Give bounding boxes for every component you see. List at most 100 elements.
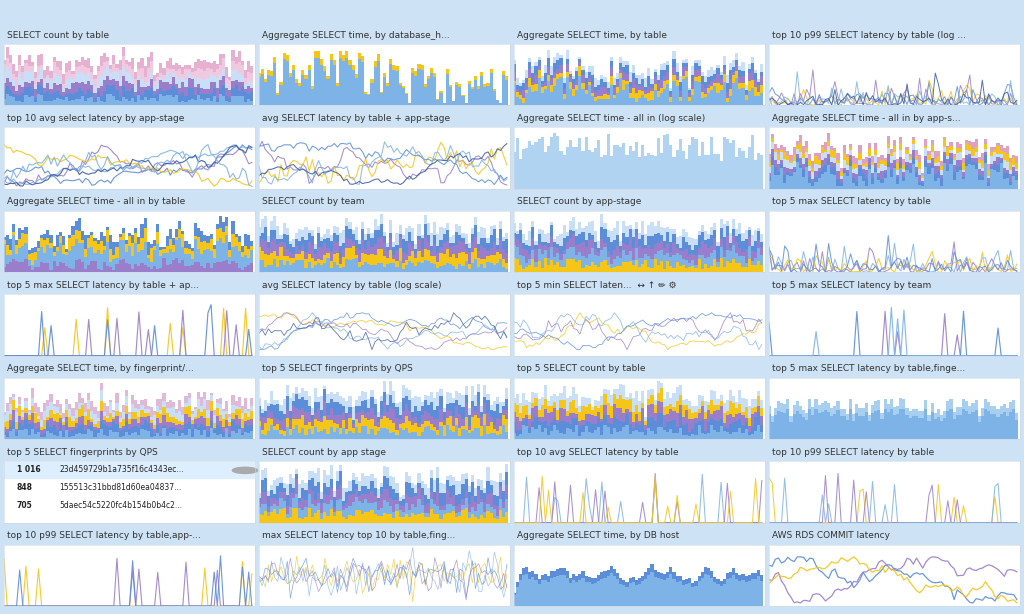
Bar <box>676 248 679 254</box>
Bar <box>345 519 348 523</box>
Bar <box>717 93 720 106</box>
Bar <box>493 518 496 523</box>
Bar <box>213 410 216 416</box>
Bar <box>585 240 588 247</box>
Bar <box>519 99 522 106</box>
Bar <box>153 246 157 250</box>
Bar <box>93 241 96 252</box>
Bar <box>703 244 707 258</box>
Bar <box>735 432 738 439</box>
Bar <box>181 77 184 82</box>
Bar <box>55 61 59 67</box>
Bar <box>339 404 342 415</box>
Bar <box>371 491 374 503</box>
Bar <box>553 394 556 402</box>
Bar <box>754 412 757 417</box>
Bar <box>257 507 260 514</box>
Bar <box>972 163 975 165</box>
Bar <box>137 91 140 95</box>
Bar <box>641 432 644 439</box>
Bar <box>213 82 216 88</box>
Bar <box>357 262 361 267</box>
Bar <box>160 72 163 77</box>
Bar <box>295 83 298 106</box>
Bar <box>861 166 864 169</box>
Bar <box>629 435 632 439</box>
Bar <box>984 155 987 163</box>
Bar <box>131 433 134 439</box>
Bar <box>59 61 62 69</box>
Bar <box>682 417 685 426</box>
Bar <box>597 256 600 268</box>
Bar <box>893 146 896 152</box>
Bar <box>710 68 714 76</box>
Bar <box>505 76 509 80</box>
Bar <box>200 79 203 88</box>
Bar <box>295 473 298 480</box>
Bar <box>805 166 808 189</box>
Bar <box>1009 185 1012 189</box>
Bar <box>238 96 241 106</box>
Bar <box>383 489 386 500</box>
Bar <box>790 416 793 422</box>
Bar <box>670 145 673 189</box>
Bar <box>184 87 187 96</box>
Bar <box>427 413 430 421</box>
Bar <box>899 168 902 189</box>
Bar <box>389 238 392 251</box>
Bar <box>579 76 582 106</box>
Bar <box>257 398 260 406</box>
Bar <box>827 413 830 439</box>
Bar <box>317 510 321 523</box>
Bar <box>9 419 12 427</box>
Bar <box>603 426 606 439</box>
Bar <box>304 490 307 500</box>
Bar <box>559 77 562 106</box>
Bar <box>582 70 585 75</box>
Bar <box>691 587 694 606</box>
Bar <box>843 409 846 416</box>
Bar <box>541 432 544 439</box>
Bar <box>616 408 620 419</box>
Bar <box>934 152 937 160</box>
Bar <box>641 264 644 272</box>
Bar <box>493 255 496 265</box>
Bar <box>623 585 626 606</box>
Bar <box>531 221 535 227</box>
Bar <box>505 80 509 106</box>
Bar <box>937 417 940 439</box>
Bar <box>774 160 777 168</box>
Bar <box>250 88 253 92</box>
Bar <box>735 579 738 606</box>
Bar <box>626 155 629 189</box>
Bar <box>783 167 786 175</box>
Bar <box>317 408 321 421</box>
Bar <box>34 247 37 252</box>
Bar <box>726 580 729 606</box>
Bar <box>914 160 919 167</box>
Bar <box>591 66 594 75</box>
Bar <box>354 477 357 484</box>
Bar <box>105 426 110 437</box>
Bar <box>404 94 408 106</box>
Bar <box>128 412 131 414</box>
Bar <box>522 249 525 255</box>
Bar <box>105 57 110 61</box>
Bar <box>241 76 244 82</box>
Bar <box>116 393 119 403</box>
Bar <box>99 383 102 391</box>
Bar <box>525 90 528 93</box>
Bar <box>981 161 984 168</box>
Bar <box>210 93 213 101</box>
Bar <box>858 168 861 176</box>
Bar <box>531 571 535 577</box>
Circle shape <box>232 467 257 473</box>
Bar <box>493 425 496 429</box>
Bar <box>415 244 418 249</box>
Bar <box>351 230 354 234</box>
Bar <box>102 424 105 435</box>
Bar <box>216 98 219 102</box>
Bar <box>685 232 688 242</box>
Bar <box>178 88 181 94</box>
Bar <box>777 172 780 176</box>
